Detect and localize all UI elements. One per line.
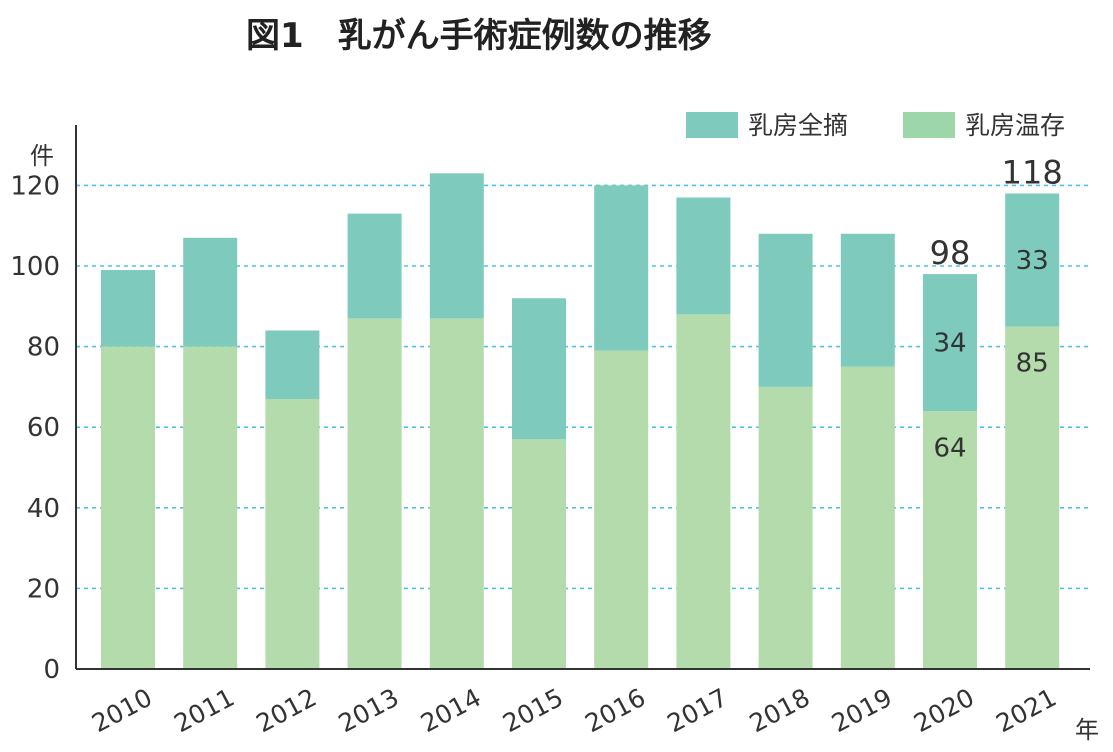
x-tick-2017: 2017 bbox=[663, 683, 733, 738]
data-label-2020-64: 64 bbox=[933, 433, 966, 463]
data-labels: 34 64 33 85 98 118 bbox=[930, 153, 1063, 463]
gridlines bbox=[76, 184, 1090, 590]
bar-2014-mastectomy bbox=[429, 173, 484, 319]
bar-2017-conserving bbox=[676, 314, 731, 669]
x-tick-2014: 2014 bbox=[416, 683, 486, 738]
y-tick-120: 120 bbox=[10, 171, 60, 201]
bar-2013-mastectomy bbox=[347, 213, 402, 319]
y-unit-label: 件 bbox=[30, 142, 54, 170]
x-tick-2021: 2021 bbox=[991, 683, 1061, 738]
y-tick-80: 80 bbox=[27, 333, 60, 363]
bars bbox=[101, 173, 1060, 669]
bar-2018-mastectomy bbox=[758, 233, 813, 387]
legend-swatch-0 bbox=[686, 112, 738, 138]
x-tick-2011: 2011 bbox=[169, 683, 239, 738]
y-tick-60: 60 bbox=[27, 413, 60, 443]
bar-2020-mastectomy bbox=[923, 274, 977, 412]
bar-2012-conserving bbox=[265, 398, 320, 669]
legend: 乳房全摘 乳房温存 bbox=[686, 111, 1065, 140]
x-tick-2019: 2019 bbox=[827, 683, 897, 738]
legend-label-1: 乳房温存 bbox=[965, 111, 1065, 140]
bar-2015-conserving bbox=[512, 439, 566, 669]
bar-2017-mastectomy bbox=[676, 197, 731, 315]
bar-2011-mastectomy bbox=[183, 237, 238, 347]
data-label-2021-85: 85 bbox=[1016, 349, 1049, 379]
axes: 件年 bbox=[30, 125, 1099, 744]
x-tick-2012: 2012 bbox=[252, 683, 322, 738]
y-tick-20: 20 bbox=[27, 574, 60, 604]
bar-2013-conserving bbox=[347, 318, 402, 669]
data-label-2020-34: 34 bbox=[933, 329, 966, 359]
x-tick-2018: 2018 bbox=[745, 683, 815, 738]
bar-2021-conserving bbox=[1005, 326, 1060, 669]
x-tick-2016: 2016 bbox=[580, 683, 650, 738]
bar-2021-mastectomy bbox=[1005, 193, 1060, 327]
bar-2010-mastectomy bbox=[101, 270, 155, 347]
bar-2015-mastectomy bbox=[512, 298, 566, 440]
data-label-2021-33: 33 bbox=[1016, 246, 1049, 276]
bar-2019-mastectomy bbox=[840, 233, 895, 367]
y-tick-100: 100 bbox=[10, 252, 60, 282]
x-tick-2010: 2010 bbox=[87, 683, 157, 738]
chart-title: 図1 乳がん手術症例数の推移 bbox=[246, 16, 712, 56]
bar-2018-conserving bbox=[758, 386, 813, 669]
legend-swatch-1 bbox=[903, 112, 955, 138]
bar-2020-conserving bbox=[923, 411, 977, 669]
bar-2012-mastectomy bbox=[265, 330, 320, 399]
bar-2016-conserving bbox=[594, 350, 649, 669]
y-tick-0: 0 bbox=[43, 655, 60, 685]
x-tick-labels: 2010 2011 2012 2013 2014 2015 2016 2017 2018 2019… bbox=[87, 683, 1061, 738]
x-tick-2020: 2020 bbox=[909, 683, 979, 738]
legend-label-0: 乳房全摘 bbox=[748, 111, 848, 140]
bar-2014-conserving bbox=[429, 318, 484, 669]
total-label-2021: 118 bbox=[1002, 153, 1063, 191]
bar-2010-conserving bbox=[101, 346, 155, 669]
x-tick-2013: 2013 bbox=[334, 683, 404, 738]
x-tick-2015: 2015 bbox=[498, 683, 568, 738]
total-label-2020: 98 bbox=[930, 234, 971, 272]
x-unit-label: 年 bbox=[1075, 716, 1099, 744]
bar-2016-mastectomy bbox=[594, 185, 649, 351]
y-tick-40: 40 bbox=[27, 494, 60, 524]
bar-2019-conserving bbox=[840, 366, 895, 669]
y-tick-labels: 0 20 40 60 80 100 120 bbox=[10, 171, 60, 685]
bar-2011-conserving bbox=[183, 346, 238, 669]
